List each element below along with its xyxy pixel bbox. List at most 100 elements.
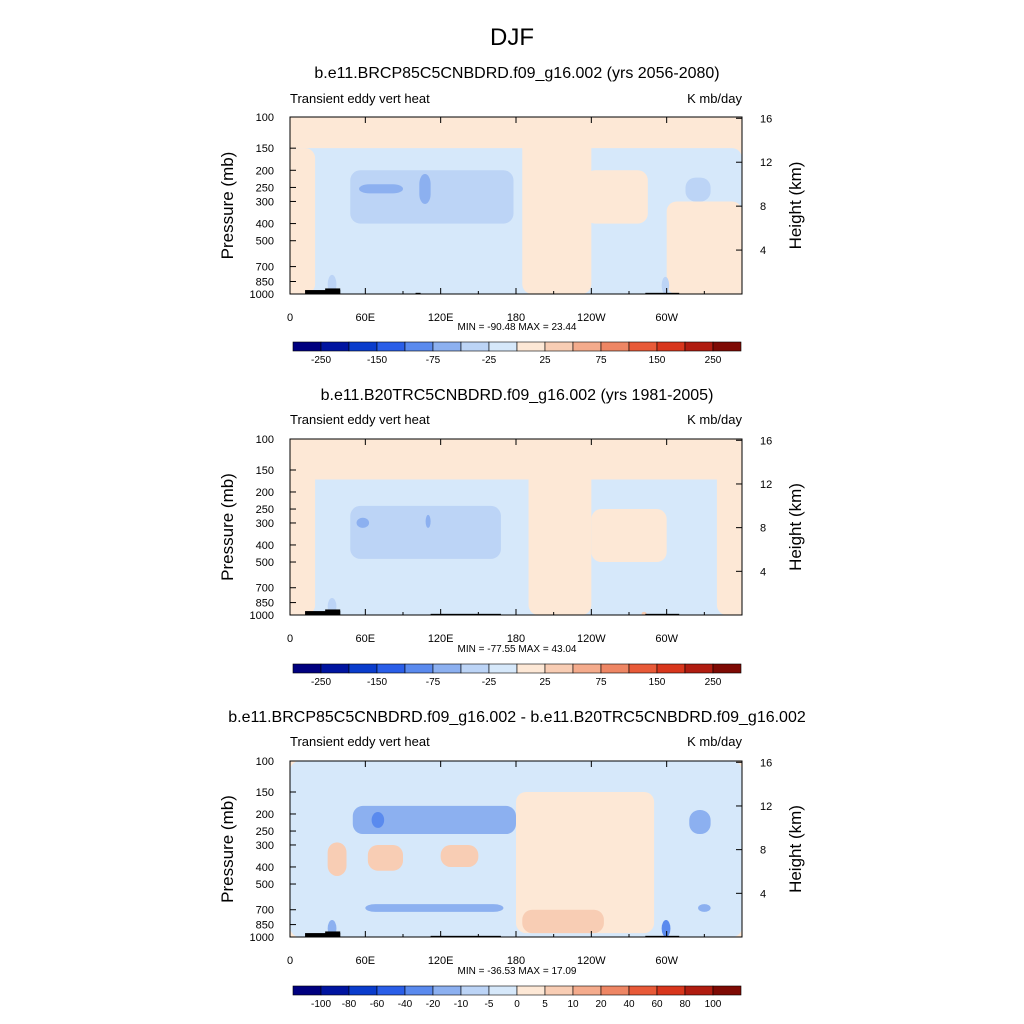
colorbar-box	[488, 341, 518, 352]
colorbar-label: -40	[398, 999, 413, 1010]
y-tick-label: 200	[256, 487, 274, 499]
contour-region	[661, 276, 670, 294]
contour-region	[290, 469, 316, 615]
y-tick-label: 250	[256, 182, 274, 194]
colorbar-label: 10	[567, 999, 579, 1010]
y-tick-label: 400	[256, 862, 274, 874]
x-tick-label: 120W	[577, 312, 606, 324]
contour-region	[440, 844, 479, 867]
colorbar-box	[432, 341, 462, 352]
topography	[430, 613, 501, 615]
y-tick-label: 500	[256, 879, 274, 891]
colorbar-label: -80	[342, 999, 357, 1010]
colorbar-label: 25	[539, 677, 551, 688]
left-subtitle: Transient eddy vert heat	[290, 734, 430, 749]
min-max-stats: MIN = -90.48 MAX = 23.44	[458, 322, 577, 333]
x-tick-label: 120E	[428, 633, 454, 645]
colorbar-label: 250	[705, 355, 722, 366]
contour-region	[522, 909, 604, 934]
colorbar-box	[572, 663, 602, 674]
left-subtitle: Transient eddy vert heat	[290, 91, 430, 106]
colorbar-box	[572, 341, 602, 352]
colorbar: -250 -150 -75 -25 25 75 150 250	[292, 663, 742, 688]
y-right-tick-label: 8	[760, 523, 766, 535]
y-tick-label: 150	[256, 143, 274, 155]
colorbar-label: -60	[370, 999, 385, 1010]
y-tick-label: 700	[256, 583, 274, 595]
colorbar-label: -250	[311, 677, 331, 688]
y-tick-label: 400	[256, 219, 274, 231]
colorbar-box	[432, 663, 462, 674]
contour-region	[522, 117, 592, 294]
contour-region	[585, 170, 648, 224]
colorbar-box	[600, 663, 630, 674]
colorbar-box	[404, 985, 434, 996]
colorbar-label: 40	[623, 999, 635, 1010]
colorbar-label: 80	[679, 999, 691, 1010]
colorbar-label: 150	[649, 677, 666, 688]
colorbar-label: 250	[705, 677, 722, 688]
y-tick-label: 1000	[250, 610, 274, 622]
x-tick-label: 0	[287, 633, 293, 645]
colorbar-box	[348, 341, 378, 352]
colorbar-label: -75	[426, 355, 441, 366]
colorbar-box	[600, 341, 630, 352]
contour-region	[359, 184, 403, 194]
right-subtitle: K mb/day	[687, 734, 742, 749]
y-tick-label: 200	[256, 165, 274, 177]
topography	[325, 609, 341, 615]
panel-title: b.e11.BRCP85C5CNBDRD.f09_g16.002 (yrs 20…	[314, 65, 719, 82]
y-tick-label: 400	[256, 540, 274, 552]
colorbar-label: -20	[426, 999, 441, 1010]
y-right-tick-label: 4	[760, 888, 766, 900]
y-tick-label: 250	[256, 826, 274, 838]
y-tick-label: 250	[256, 504, 274, 516]
colorbar-box	[544, 985, 574, 996]
x-tick-label: 60E	[356, 633, 376, 645]
colorbar-box	[376, 985, 406, 996]
x-tick-label: 60W	[655, 633, 678, 645]
colorbar-box	[292, 341, 322, 352]
colorbar-box	[628, 663, 658, 674]
panel-title: b.e11.B20TRC5CNBDRD.f09_g16.002 (yrs 198…	[321, 387, 714, 404]
colorbar-box	[376, 663, 406, 674]
topography	[305, 611, 341, 615]
colorbar-label: 25	[539, 355, 551, 366]
colorbar-box	[404, 663, 434, 674]
contour-region	[666, 201, 742, 294]
topography	[415, 292, 421, 294]
panel-title: b.e11.BRCP85C5CNBDRD.f09_g16.002 - b.e11…	[228, 709, 806, 726]
y-right-tick-label: 4	[760, 566, 766, 578]
colorbar-box	[320, 663, 350, 674]
y-tick-label: 700	[256, 905, 274, 917]
contour-region	[290, 148, 316, 294]
topography	[430, 935, 501, 937]
colorbar: -250 -150 -75 -25 25 75 150 250	[292, 341, 742, 366]
y-right-tick-label: 4	[760, 245, 766, 257]
y-right-tick-label: 12	[760, 157, 772, 169]
y-tick-label: 100	[256, 434, 274, 446]
colorbar-label: -5	[485, 999, 494, 1010]
colorbar-box	[292, 985, 322, 996]
x-tick-label: 180	[507, 955, 525, 967]
y-right-axis-title: Height (km)	[786, 162, 805, 250]
y-right-axis-title: Height (km)	[786, 805, 805, 893]
y-right-tick-label: 12	[760, 479, 772, 491]
colorbar-box	[460, 663, 490, 674]
colorbar-box	[516, 341, 546, 352]
colorbar-box	[348, 663, 378, 674]
y-tick-label: 850	[256, 598, 274, 610]
y-right-tick-label: 16	[760, 757, 772, 769]
x-tick-label: 120E	[428, 955, 454, 967]
colorbar-box	[684, 663, 714, 674]
topography	[325, 931, 341, 937]
contour-region	[365, 904, 504, 912]
colorbar-box	[656, 985, 686, 996]
x-tick-label: 60E	[356, 955, 376, 967]
min-max-stats: MIN = -77.55 MAX = 43.04	[458, 644, 577, 655]
y-tick-label: 850	[256, 920, 274, 932]
topography	[645, 935, 680, 937]
colorbar-box	[712, 341, 742, 352]
x-tick-label: 60W	[655, 312, 678, 324]
